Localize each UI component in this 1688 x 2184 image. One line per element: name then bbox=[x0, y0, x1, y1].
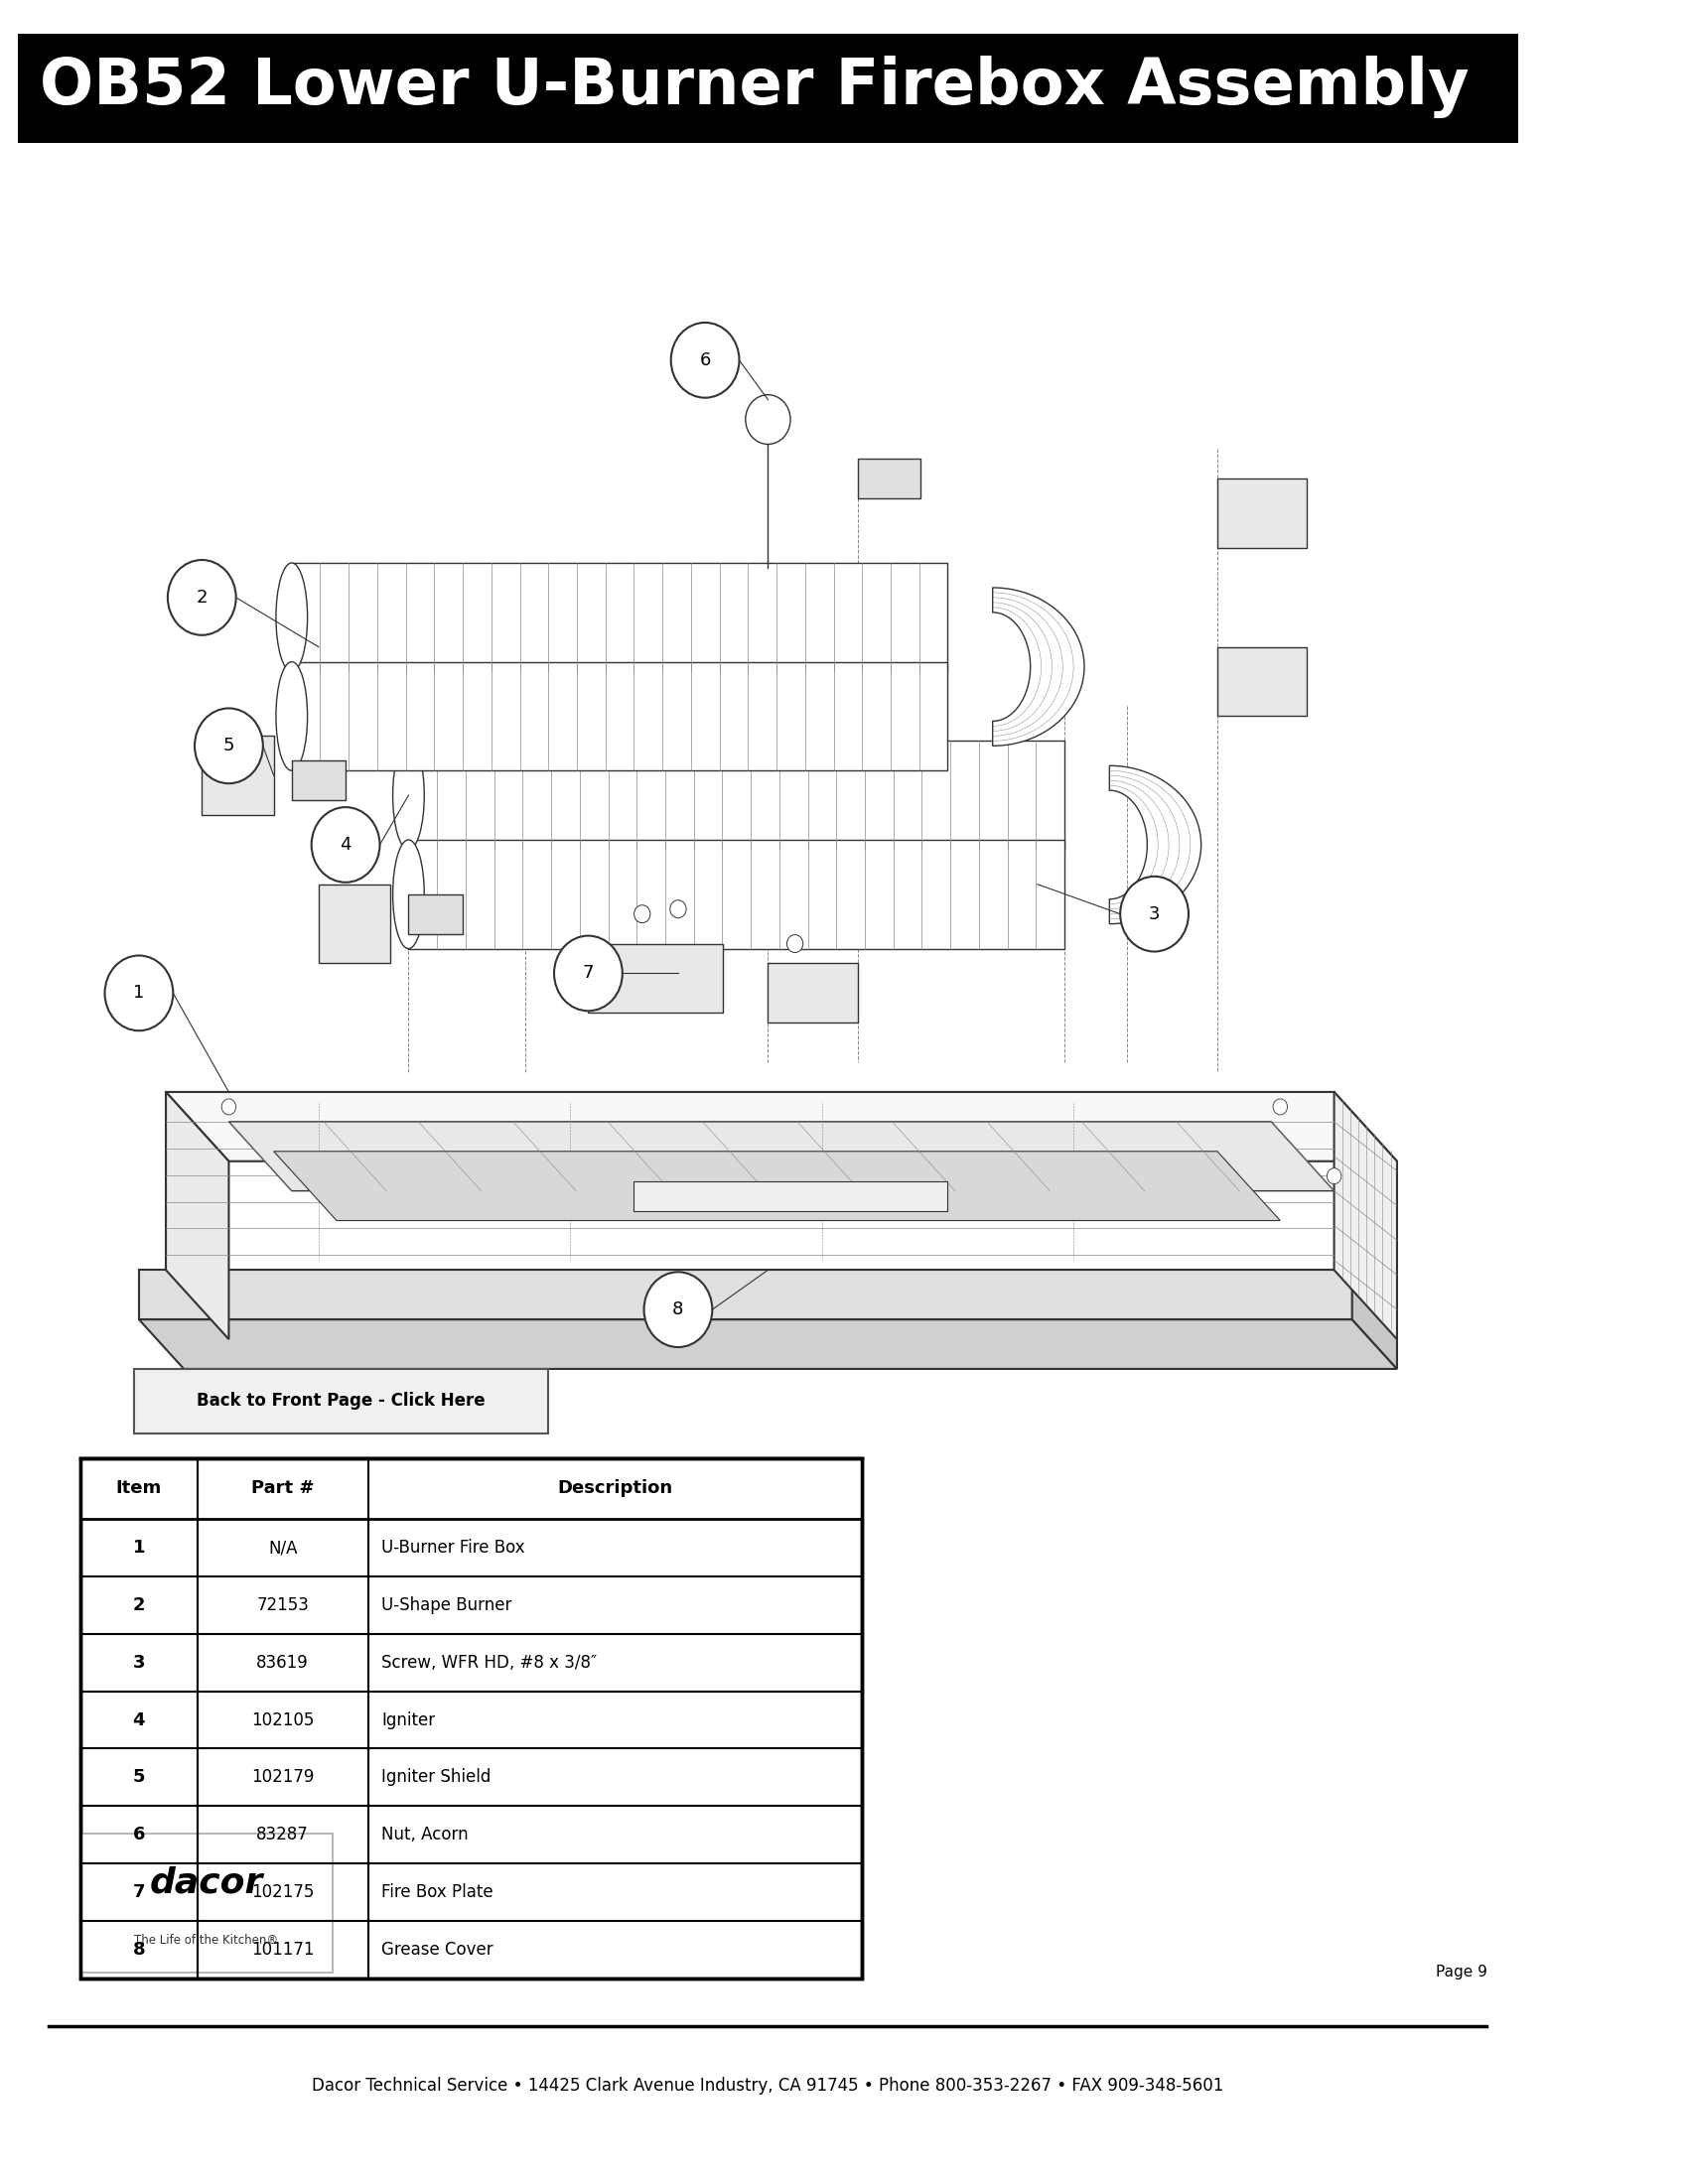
Polygon shape bbox=[165, 1092, 1398, 1162]
Ellipse shape bbox=[393, 740, 424, 850]
Polygon shape bbox=[768, 963, 858, 1022]
Text: 4: 4 bbox=[339, 836, 351, 854]
Text: 5: 5 bbox=[223, 736, 235, 756]
Polygon shape bbox=[319, 885, 390, 963]
Text: Item: Item bbox=[116, 1479, 162, 1498]
Text: Igniter Shield: Igniter Shield bbox=[381, 1769, 491, 1787]
Text: Fire Box Plate: Fire Box Plate bbox=[381, 1883, 493, 1900]
Circle shape bbox=[554, 935, 623, 1011]
Text: 2: 2 bbox=[133, 1597, 145, 1614]
Text: Back to Front Page - Click Here: Back to Front Page - Click Here bbox=[197, 1391, 486, 1411]
Circle shape bbox=[1273, 1099, 1288, 1114]
Polygon shape bbox=[138, 1271, 1352, 1319]
Text: N/A: N/A bbox=[268, 1540, 297, 1557]
Circle shape bbox=[312, 808, 380, 882]
Text: 6: 6 bbox=[699, 352, 711, 369]
Polygon shape bbox=[633, 1182, 947, 1210]
Text: 6: 6 bbox=[133, 1826, 145, 1843]
Polygon shape bbox=[1217, 646, 1307, 716]
Polygon shape bbox=[138, 1319, 1398, 1369]
Bar bbox=[81, 1835, 333, 1972]
Text: 2: 2 bbox=[196, 587, 208, 607]
Circle shape bbox=[746, 395, 790, 443]
Polygon shape bbox=[1352, 1271, 1398, 1369]
Text: Grease Cover: Grease Cover bbox=[381, 1942, 493, 1959]
Text: Igniter: Igniter bbox=[381, 1710, 436, 1730]
Polygon shape bbox=[1109, 767, 1202, 924]
Text: OB52 Lower U-Burner Firebox Assembly: OB52 Lower U-Burner Firebox Assembly bbox=[41, 57, 1470, 118]
Polygon shape bbox=[858, 459, 920, 498]
Ellipse shape bbox=[275, 662, 307, 771]
Text: The Life of the Kitchen®: The Life of the Kitchen® bbox=[135, 1935, 279, 1946]
Text: U-Burner Fire Box: U-Burner Fire Box bbox=[381, 1540, 525, 1557]
Ellipse shape bbox=[393, 841, 424, 948]
Text: Nut, Acorn: Nut, Acorn bbox=[381, 1826, 469, 1843]
Polygon shape bbox=[165, 1092, 230, 1339]
Text: 102179: 102179 bbox=[252, 1769, 314, 1787]
Text: 1: 1 bbox=[133, 985, 145, 1002]
Text: 72153: 72153 bbox=[257, 1597, 309, 1614]
Polygon shape bbox=[203, 736, 273, 815]
Text: 5: 5 bbox=[133, 1769, 145, 1787]
Circle shape bbox=[105, 957, 174, 1031]
Polygon shape bbox=[292, 563, 947, 673]
Text: Page 9: Page 9 bbox=[1435, 1966, 1487, 1979]
Text: 7: 7 bbox=[133, 1883, 145, 1900]
Text: 8: 8 bbox=[133, 1942, 145, 1959]
Circle shape bbox=[194, 708, 263, 784]
Polygon shape bbox=[408, 841, 1065, 948]
Bar bbox=[17, 33, 1518, 142]
Circle shape bbox=[787, 935, 803, 952]
Polygon shape bbox=[165, 1092, 1334, 1271]
Circle shape bbox=[670, 900, 687, 917]
Circle shape bbox=[643, 1271, 712, 1348]
Text: 1: 1 bbox=[133, 1540, 145, 1557]
Bar bbox=[81, 1459, 863, 1520]
Text: 4: 4 bbox=[133, 1710, 145, 1730]
FancyBboxPatch shape bbox=[135, 1369, 549, 1433]
Text: 3: 3 bbox=[133, 1653, 145, 1671]
Polygon shape bbox=[408, 893, 463, 935]
Text: 102105: 102105 bbox=[252, 1710, 314, 1730]
Polygon shape bbox=[408, 740, 1065, 850]
Text: 7: 7 bbox=[582, 965, 594, 983]
Circle shape bbox=[1327, 1168, 1342, 1184]
Text: 8: 8 bbox=[672, 1302, 684, 1319]
Circle shape bbox=[635, 904, 650, 924]
Polygon shape bbox=[292, 760, 346, 799]
Bar bbox=[81, 1459, 863, 1979]
Ellipse shape bbox=[275, 563, 307, 673]
Polygon shape bbox=[292, 662, 947, 771]
Circle shape bbox=[1121, 876, 1188, 952]
Circle shape bbox=[670, 323, 739, 397]
Text: Part #: Part # bbox=[252, 1479, 314, 1498]
Polygon shape bbox=[587, 943, 722, 1013]
Text: U-Shape Burner: U-Shape Burner bbox=[381, 1597, 511, 1614]
Circle shape bbox=[221, 1099, 236, 1114]
Text: 83287: 83287 bbox=[257, 1826, 309, 1843]
Circle shape bbox=[167, 559, 236, 636]
Polygon shape bbox=[1334, 1092, 1398, 1339]
Text: 102175: 102175 bbox=[252, 1883, 314, 1900]
Text: Screw, WFR HD, #8 x 3/8″: Screw, WFR HD, #8 x 3/8″ bbox=[381, 1653, 598, 1671]
Bar bbox=[81, 1459, 863, 1979]
Text: dacor: dacor bbox=[150, 1867, 263, 1900]
Polygon shape bbox=[993, 587, 1084, 747]
Polygon shape bbox=[1217, 478, 1307, 548]
Polygon shape bbox=[230, 1123, 1334, 1190]
Polygon shape bbox=[273, 1151, 1280, 1221]
Text: Description: Description bbox=[557, 1479, 674, 1498]
Text: Dacor Technical Service • 14425 Clark Avenue Industry, CA 91745 • Phone 800-353-: Dacor Technical Service • 14425 Clark Av… bbox=[312, 2077, 1224, 2094]
Text: 83619: 83619 bbox=[257, 1653, 309, 1671]
Text: 3: 3 bbox=[1148, 904, 1160, 924]
Text: 101171: 101171 bbox=[252, 1942, 314, 1959]
